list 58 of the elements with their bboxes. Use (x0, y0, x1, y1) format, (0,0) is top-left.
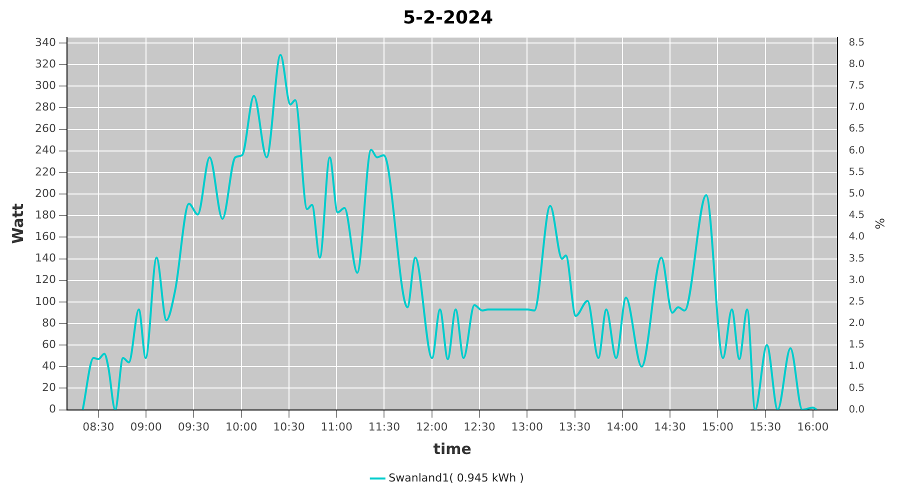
chart-title: 5-2-2024 (402, 7, 494, 28)
y2-tick-label: 4.0 (848, 232, 865, 243)
y-tick-label: 340 (34, 36, 56, 49)
y2-tick-label: 1.0 (848, 361, 865, 372)
y-tick-label: 160 (34, 230, 56, 244)
x-tick-label: 09:30 (178, 420, 210, 434)
y2-tick-label: 6.0 (848, 145, 865, 156)
x-tick-label: 16:00 (797, 420, 829, 434)
y2-tick-label: 2.5 (848, 296, 865, 308)
x-tick-label: 09:00 (130, 420, 162, 434)
x-tick-label: 12:30 (464, 420, 496, 434)
y-tick-label: 20 (42, 381, 56, 394)
y-tick-label: 300 (34, 79, 56, 92)
legend-label: Swanland1( 0.945 kWh ) (388, 471, 524, 484)
y-axis-title: Watt (8, 203, 27, 244)
y-tick-label: 140 (34, 252, 56, 265)
y2-tick-label: 3.0 (848, 274, 865, 286)
y2-tick-label: 7.0 (848, 102, 865, 114)
x-tick-label: 14:00 (606, 420, 638, 434)
y-tick-label: 100 (34, 294, 56, 308)
x-tick-label: 11:30 (368, 420, 400, 434)
y-tick-label: 60 (42, 338, 56, 351)
y2-axis-title: % (872, 218, 887, 230)
y-tick-label: 280 (34, 100, 56, 114)
x-axis-title: time (433, 440, 472, 458)
x-tick-label: 14:30 (654, 420, 686, 434)
y2-tick-label: 5.0 (848, 188, 865, 200)
y2-tick-label: 3.5 (848, 253, 865, 264)
y2-tick-label: 0.5 (848, 382, 865, 394)
x-tick-label: 10:30 (273, 420, 305, 434)
y-tick-label: 180 (34, 208, 56, 222)
y2-tick-label: 6.5 (848, 124, 865, 135)
x-tick-label: 15:00 (702, 420, 734, 434)
y-tick-label: 260 (34, 122, 56, 136)
x-tick-label: 13:00 (511, 420, 543, 434)
x-tick-label: 12:00 (416, 420, 448, 434)
y2-tick-label: 8.0 (848, 58, 865, 70)
y2-tick-label: 7.5 (848, 80, 865, 92)
y2-tick-label: 1.5 (848, 340, 865, 351)
y-tick-label: 0 (48, 402, 56, 416)
line-series (82, 54, 818, 410)
y2-tick-label: 8.5 (848, 37, 865, 48)
y-tick-label: 320 (34, 57, 56, 70)
y2-tick-label: 2.0 (848, 318, 865, 330)
x-tick-label: 10:00 (225, 420, 258, 434)
y-tick-label: 200 (34, 186, 56, 200)
y2-tick-label: 4.5 (848, 210, 865, 222)
x-tick-label: 11:00 (320, 420, 352, 434)
y-tick-label: 120 (34, 273, 56, 286)
y-tick-label: 80 (42, 316, 56, 330)
y-tick-label: 40 (42, 360, 56, 373)
x-tick-label: 15:30 (749, 420, 782, 434)
x-tick-label: 08:30 (82, 420, 114, 434)
x-tick-label: 13:30 (558, 420, 591, 434)
y-tick-label: 220 (34, 165, 56, 178)
y2-tick-label: 0.0 (848, 404, 865, 416)
y-tick-label: 240 (34, 144, 56, 157)
y2-tick-label: 5.5 (848, 166, 865, 178)
